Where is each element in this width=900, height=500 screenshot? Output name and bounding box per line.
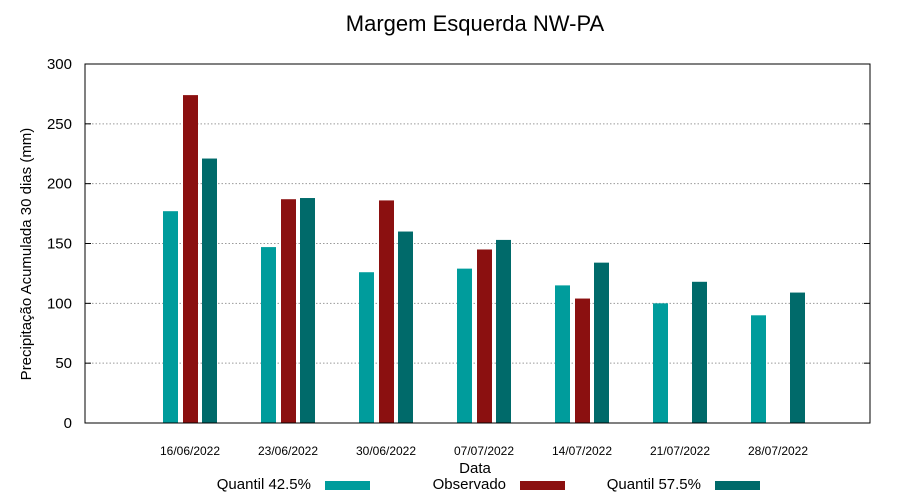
- chart-title: Margem Esquerda NW-PA: [346, 11, 605, 36]
- bar: [575, 298, 590, 423]
- y-axis-ticks: 0 50 100 150 200 250 300: [47, 56, 870, 432]
- y-axis-label: Precipitação Acumulada 30 dias (mm): [18, 128, 35, 381]
- bar: [379, 200, 394, 423]
- bar: [653, 303, 668, 423]
- legend-swatch: [715, 481, 760, 490]
- bar: [398, 231, 413, 423]
- x-axis-label: Data: [459, 460, 491, 477]
- legend-label: Observado: [433, 476, 506, 493]
- legend-swatch: [520, 481, 565, 490]
- x-tick-label: 16/06/2022: [160, 444, 220, 458]
- bar: [183, 95, 198, 423]
- bar: [692, 281, 707, 423]
- bar: [261, 247, 276, 423]
- bar: [300, 198, 315, 423]
- legend-swatch: [325, 481, 370, 490]
- bar: [359, 272, 374, 423]
- bar: [790, 292, 805, 423]
- bar-series: [163, 95, 805, 423]
- y-tick-label: 200: [47, 176, 72, 193]
- legend-label: Quantil 57.5%: [607, 476, 701, 493]
- bar: [202, 158, 217, 423]
- x-tick-label: 21/07/2022: [650, 444, 710, 458]
- bar: [496, 239, 511, 423]
- bar: [163, 211, 178, 423]
- bar: [555, 285, 570, 423]
- x-axis-ticks: 16/06/2022 23/06/2022 30/06/2022 07/07/2022…: [160, 444, 808, 458]
- bar: [477, 249, 492, 423]
- x-tick-label: 23/06/2022: [258, 444, 318, 458]
- y-tick-label: 0: [64, 415, 72, 432]
- x-tick-label: 14/07/2022: [552, 444, 612, 458]
- y-tick-label: 150: [47, 236, 72, 253]
- x-tick-label: 28/07/2022: [748, 444, 808, 458]
- y-tick-label: 300: [47, 56, 72, 73]
- y-tick-label: 50: [55, 355, 72, 372]
- legend: Quantil 42.5% Observado Quantil 57.5%: [217, 476, 760, 493]
- y-tick-label: 250: [47, 116, 72, 133]
- x-tick-label: 30/06/2022: [356, 444, 416, 458]
- legend-label: Quantil 42.5%: [217, 476, 311, 493]
- bar: [594, 262, 609, 423]
- y-tick-label: 100: [47, 295, 72, 312]
- bar: [457, 268, 472, 423]
- bar: [281, 199, 296, 423]
- x-tick-label: 07/07/2022: [454, 444, 514, 458]
- bar: [751, 315, 766, 423]
